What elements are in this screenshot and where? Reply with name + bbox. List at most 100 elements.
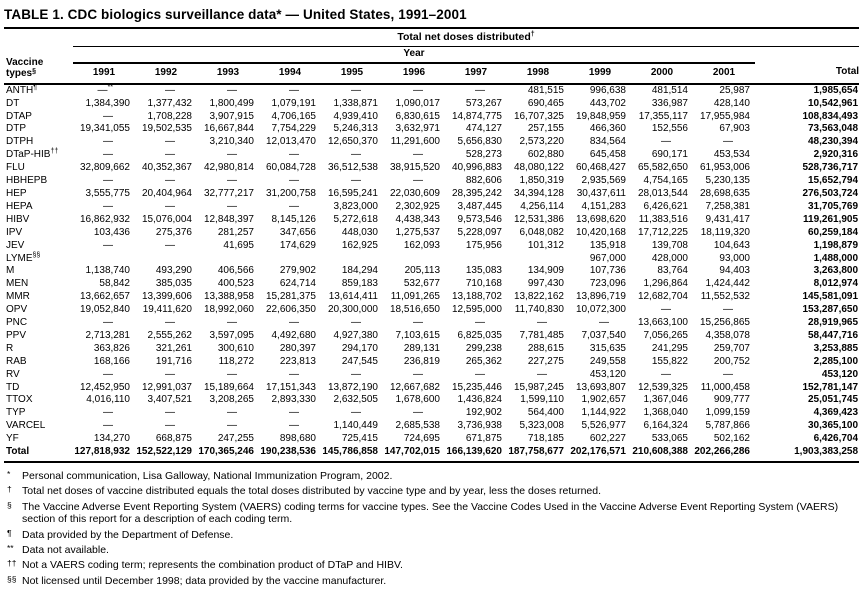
data-cell: 2,935,569 — [581, 175, 627, 187]
data-cell: 12,531,386 — [513, 213, 564, 225]
data-cell: 602,880 — [527, 149, 564, 161]
data-cell: 13,663,100 — [637, 317, 688, 329]
footnote: †† Not a VAERS coding term; represents th… — [4, 558, 859, 572]
data-cell: 14,874,775 — [451, 110, 502, 122]
data-cell: 168,166 — [93, 355, 130, 367]
data-cell: 1,377,432 — [147, 97, 193, 109]
row-label: DTP — [6, 123, 26, 135]
data-cell: 347,656 — [279, 226, 316, 238]
data-cell: 1,903,383,258 — [755, 446, 860, 463]
column-header-year: 1992 — [135, 62, 197, 85]
data-cell: 13,399,606 — [141, 291, 192, 303]
data-cell: 690,171 — [651, 149, 688, 161]
data-cell: 6,426,704 — [813, 433, 859, 445]
data-cell: — — [289, 407, 299, 419]
row-label: HBHEPB — [6, 175, 48, 187]
data-cell — [321, 253, 383, 266]
data-cell: 532,677 — [403, 278, 440, 290]
data-cell — [507, 253, 569, 266]
row-label: PPV — [6, 329, 27, 341]
footnote-marker: ** — [7, 542, 14, 553]
data-cell: — — [661, 304, 671, 316]
row-label-sup: †† — [50, 148, 59, 156]
footnote: * Personal communication, Lisa Galloway, … — [4, 469, 859, 483]
data-cell: 321,261 — [155, 342, 192, 354]
data-cell: 6,825,035 — [457, 329, 503, 341]
data-cell: 15,076,004 — [141, 213, 192, 225]
data-cell: 2,302,925 — [395, 200, 441, 212]
data-cell: 108,834,493 — [802, 110, 859, 122]
data-cell: 13,896,719 — [575, 291, 626, 303]
data-cell: 898,680 — [279, 433, 316, 445]
data-cell: 1,144,922 — [581, 407, 627, 419]
data-cell: — — [413, 407, 423, 419]
data-cell: 12,539,325 — [637, 381, 688, 393]
data-cell: — — [103, 239, 113, 251]
footnote-text: Total net doses of vaccine distributed e… — [22, 485, 602, 498]
data-cell: 481,514 — [651, 84, 688, 96]
data-cell: 20,300,000 — [327, 304, 378, 316]
data-cell: 5,526,977 — [581, 420, 627, 432]
data-cell: 723,096 — [589, 278, 626, 290]
data-cell: 103,436 — [93, 226, 130, 238]
data-cell: 31,705,769 — [808, 200, 859, 212]
data-cell: 1,800,499 — [209, 97, 255, 109]
table-row: TYP — — — — — — 192,902 564,400 1,144,922 1,368,04… — [4, 407, 859, 420]
data-cell: 7,258,381 — [705, 200, 751, 212]
data-cell: 882,606 — [465, 175, 502, 187]
table-row: TTOX 4,016,110 3,407,521 3,208,265 2,893,330… — [4, 394, 859, 407]
data-cell: 227,275 — [527, 355, 564, 367]
row-label: FLU — [6, 162, 25, 174]
surveillance-table: Total net doses distributed† Vaccine type… — [4, 29, 860, 463]
data-cell: — — [289, 175, 299, 187]
data-cell: — — [227, 84, 237, 96]
data-cell: 17,355,117 — [638, 110, 688, 122]
data-cell: 2,893,330 — [271, 394, 317, 406]
data-cell: 564,400 — [527, 407, 564, 419]
table-row: MEN 58,842 385,035 400,523 624,714 859,183 532… — [4, 278, 859, 291]
footnote-text: The Vaccine Adverse Event Reporting Syst… — [22, 500, 839, 526]
data-cell: 502,162 — [713, 433, 750, 445]
data-cell: 443,702 — [589, 97, 626, 109]
column-header-total: Total — [755, 62, 860, 85]
data-cell: 135,918 — [589, 239, 626, 251]
column-header-row: 1991 1992 1993 1994 1995 1996 1997 1998 1999 2000… — [4, 62, 860, 85]
table-row: HBHEPB — — — — — — 882,606 1,850,319 2,935,569 4,7… — [4, 175, 859, 188]
data-cell: 1,384,390 — [85, 97, 131, 109]
data-cell: 493,290 — [155, 265, 192, 277]
data-cell: — — [599, 317, 609, 329]
data-cell: 134,909 — [527, 265, 564, 277]
data-cell: 107,736 — [589, 265, 626, 277]
total-row: Total 127,818,932 152,522,129 170,365,246 19… — [4, 446, 860, 463]
data-cell: 3,210,340 — [209, 136, 255, 148]
footnote-marker: § — [7, 499, 12, 510]
data-cell: 2,632,505 — [333, 394, 379, 406]
data-cell: 12,991,037 — [141, 381, 192, 393]
data-cell: 11,091,265 — [390, 291, 440, 303]
data-cell: — — [289, 149, 299, 161]
data-cell: 162,093 — [403, 239, 440, 251]
data-cell: 5,656,830 — [457, 136, 503, 148]
data-cell: 191,716 — [155, 355, 192, 367]
footnote-text: Not a VAERS coding term; represents the … — [22, 559, 403, 572]
footnote: † Total net doses of vaccine distributed … — [4, 484, 859, 498]
data-cell: 18,119,320 — [700, 226, 750, 238]
footnote: §§ Not licensed until December 1998; data… — [4, 574, 859, 588]
group-header-row: Total net doses distributed† — [4, 29, 860, 47]
data-cell: 10,420,168 — [575, 226, 626, 238]
data-cell: 25,987 — [719, 84, 750, 96]
data-cell: 118,272 — [218, 355, 254, 367]
data-cell: 400,523 — [217, 278, 254, 290]
data-cell: 7,103,615 — [395, 329, 441, 341]
data-cell: 363,826 — [93, 342, 130, 354]
table-row: ANTH¶ —** — — — — — — 481,515 996,638 481,514 25,98… — [4, 84, 859, 98]
data-cell: 428,000 — [651, 252, 688, 264]
data-cell: 60,259,184 — [808, 226, 859, 238]
data-cell: 65,582,650 — [637, 162, 688, 174]
data-cell: 336,987 — [651, 97, 688, 109]
data-cell: — — [227, 368, 237, 380]
data-cell: 3,487,445 — [457, 200, 503, 212]
data-cell: — — [165, 84, 175, 96]
data-cell: 5,228,097 — [457, 226, 503, 238]
data-cell: 5,323,008 — [519, 420, 565, 432]
